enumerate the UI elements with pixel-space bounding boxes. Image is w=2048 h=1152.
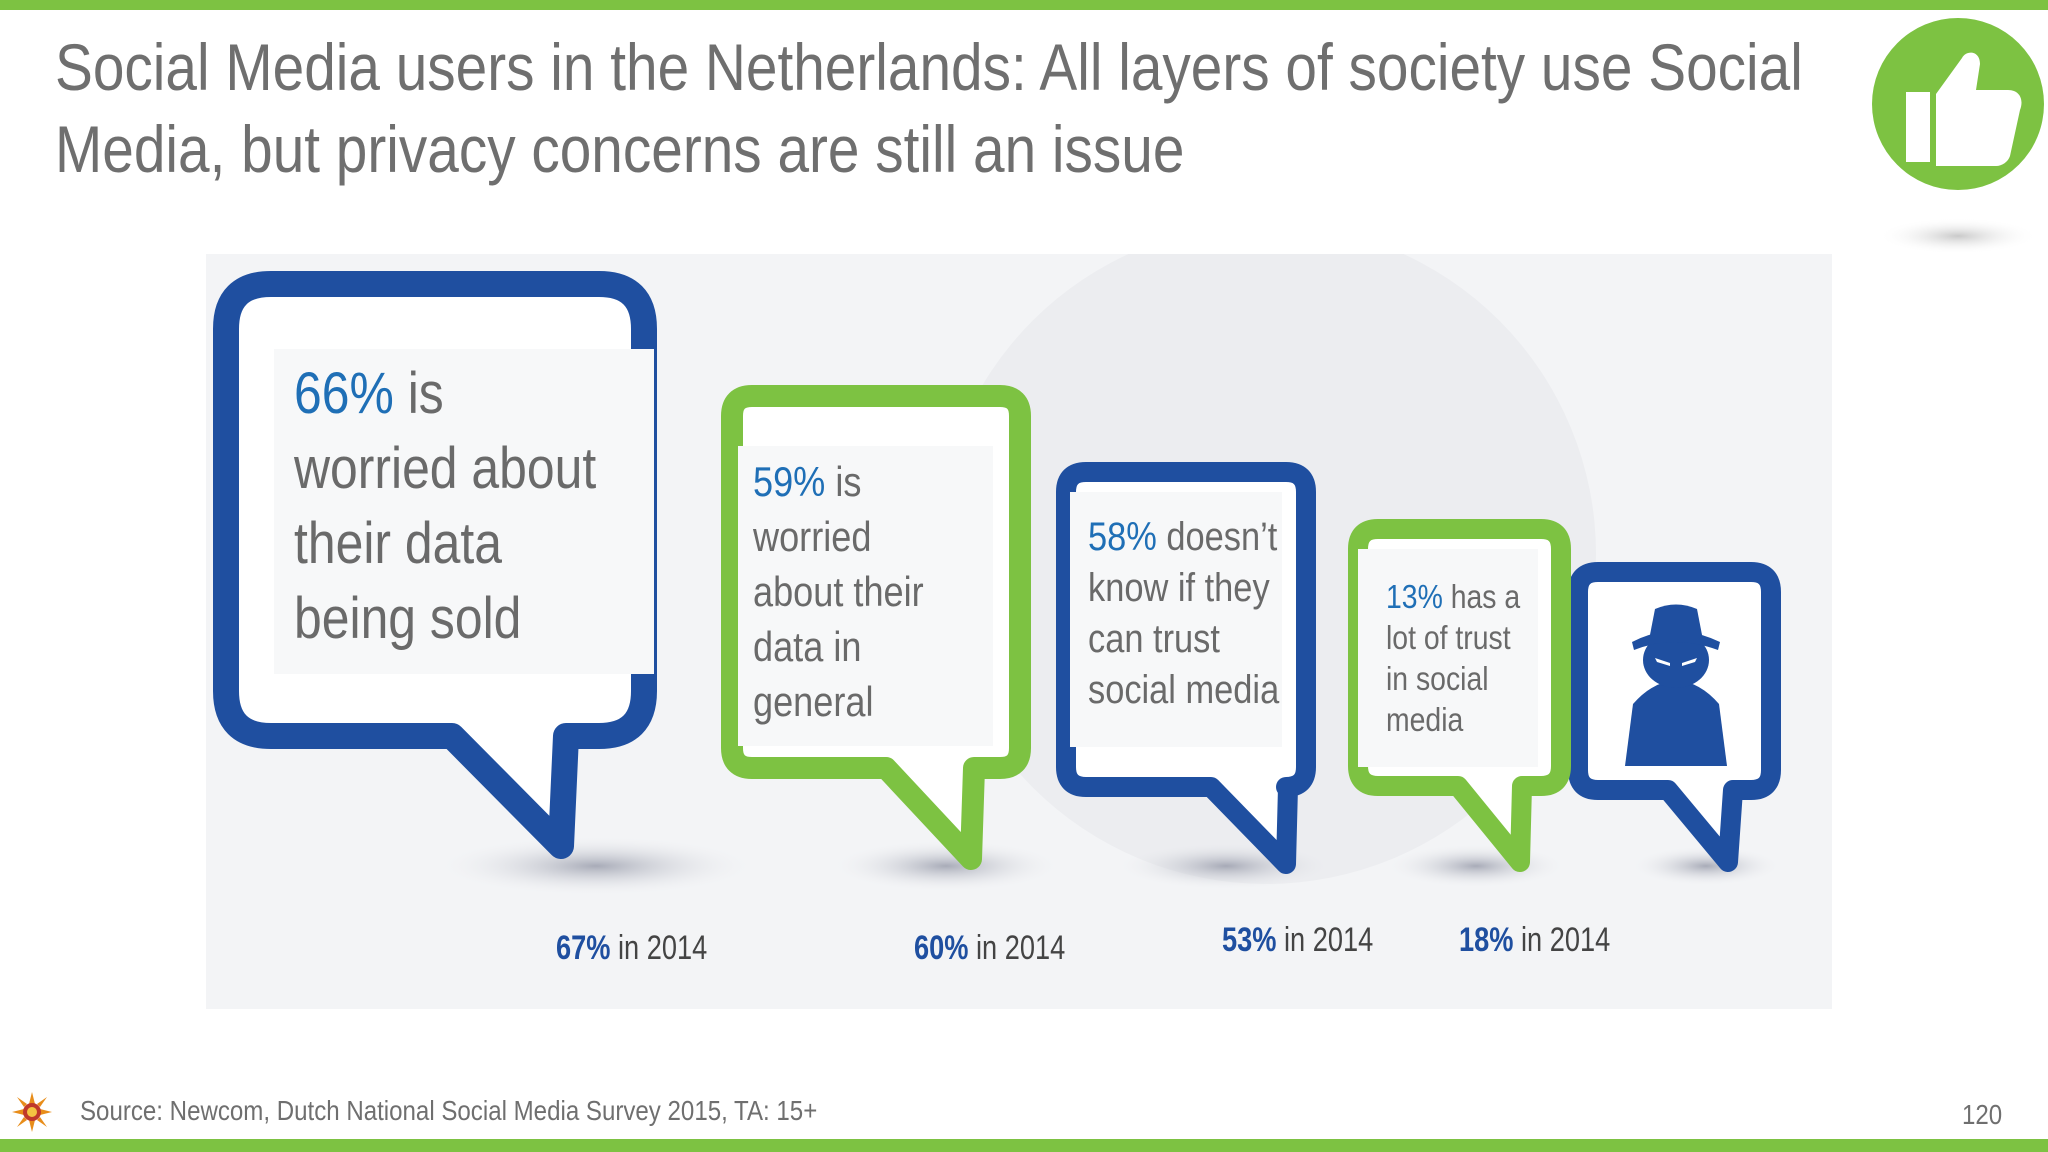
bubble-4-line: in social — [1386, 660, 1489, 697]
bottom-accent-bar — [0, 1139, 2048, 1152]
shadow — [1386, 844, 1566, 888]
bubble-2-percent: 59% — [753, 458, 826, 505]
bubble-1-line: being sold — [294, 586, 522, 651]
shadow — [1116, 842, 1336, 890]
speech-bubble-4 — [1348, 519, 1571, 872]
bubble-3-line: social media — [1088, 668, 1280, 712]
page-number: 120 — [1962, 1099, 2003, 1130]
bubble-4-line: media — [1386, 701, 1464, 738]
bubble-3-line: know if they — [1088, 566, 1270, 610]
bubble-4-text: 13% has a lot of trust in social media — [1386, 576, 1520, 740]
bubble-2-line: about their — [753, 568, 924, 615]
prior-year-4: 18% in 2014 — [1459, 921, 1611, 959]
bubble-3-percent: 58% — [1088, 515, 1157, 559]
prior-year-2: 60% in 2014 — [914, 929, 1066, 967]
bubble-1-line: is — [393, 361, 444, 426]
bubble-2-line: is — [825, 458, 862, 505]
sun-logo-icon — [12, 1092, 52, 1132]
bubble-1-line: their data — [294, 511, 502, 576]
prior-year-3: 53% in 2014 — [1222, 921, 1374, 959]
slide-title: Social Media users in the Netherlands: A… — [55, 26, 1803, 190]
bubble-3-line: can trust — [1088, 617, 1220, 661]
speech-bubble-1 — [213, 271, 657, 859]
bubble-1-line: worried about — [294, 436, 597, 501]
speech-bubble-3 — [1056, 462, 1316, 874]
shadow — [1631, 846, 1781, 886]
speech-bubbles-graphic — [213, 254, 1781, 896]
bubble-2-line: general — [753, 678, 874, 725]
survey-infographic: 66% is worried about their data being so… — [206, 254, 1832, 1009]
speech-bubble-2 — [721, 385, 1031, 870]
thumbs-up-icon — [1872, 18, 2044, 254]
slide-title-line-1: Social Media users in the Netherlands: A… — [55, 30, 1803, 104]
bubble-4-line: lot of trust — [1386, 619, 1511, 656]
slide-title-line-2: Media, but privacy concerns are still an… — [55, 112, 1185, 186]
bubble-3-line: doesn’t — [1156, 515, 1278, 559]
shadow — [831, 840, 1061, 892]
speech-bubble-spy — [1568, 562, 1781, 872]
bubble-4-percent: 13% — [1386, 578, 1443, 615]
source-note: Source: Newcom, Dutch National Social Me… — [80, 1095, 818, 1126]
top-accent-bar — [0, 0, 2048, 10]
bubble-1-text: 66% is worried about their data being so… — [294, 356, 596, 656]
prior-year-1: 67% in 2014 — [556, 929, 708, 967]
spy-icon — [1625, 604, 1727, 766]
bubble-2-text: 59% is worried about their data in gener… — [753, 454, 924, 729]
bubble-1-percent: 66% — [294, 361, 394, 426]
bubble-3-text: 58% doesn’t know if they can trust socia… — [1088, 512, 1279, 716]
bubble-2-line: data in — [753, 623, 862, 670]
bubble-2-line: worried — [753, 513, 872, 560]
shadow — [436, 836, 756, 896]
bubble-4-line: has a — [1442, 578, 1521, 615]
